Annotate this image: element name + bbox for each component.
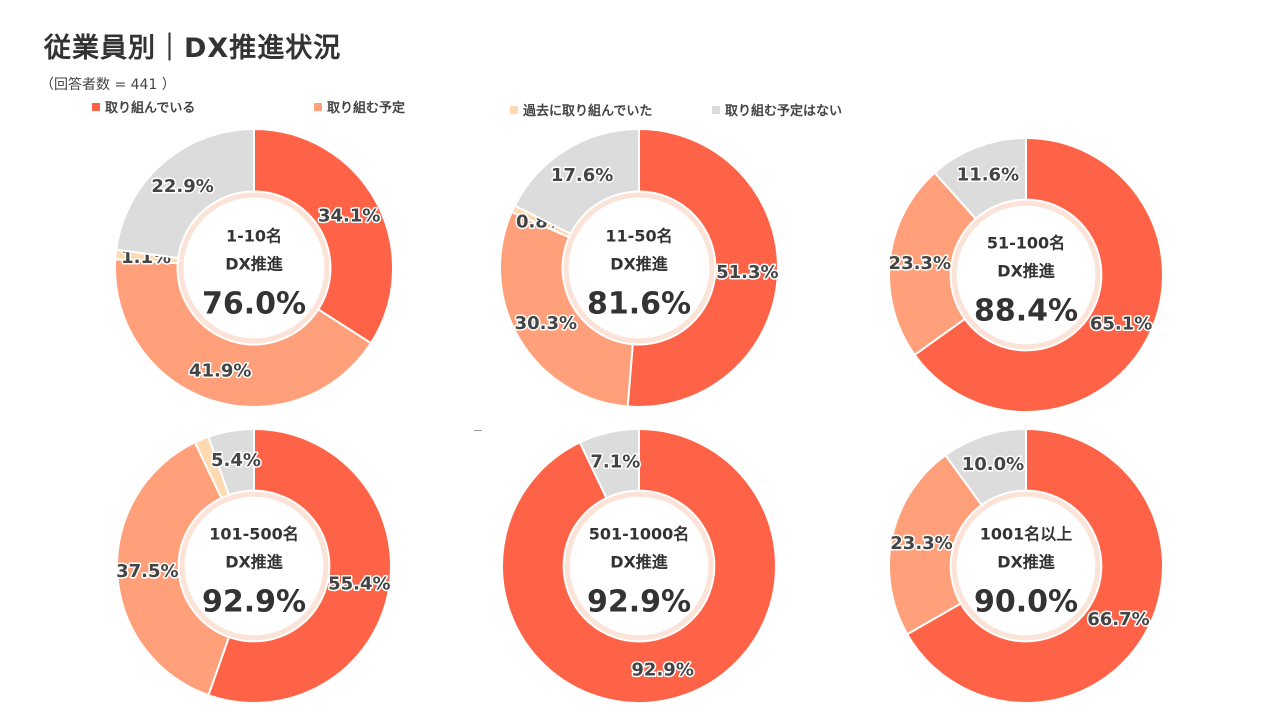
center-dx-value: 92.9% [587, 585, 691, 620]
slice-label-none: 5.4% [211, 450, 261, 471]
legend-swatch-active [92, 102, 100, 111]
legend-label-planned: 取り組む予定 [327, 101, 406, 116]
center-dx-value: 90.0% [974, 585, 1078, 620]
center-segment-label: 101-500名 [209, 525, 298, 544]
center-segment-label: 1001名以上 [980, 525, 1073, 544]
center-sub-label: DX推進 [610, 553, 668, 572]
donut-center [183, 197, 325, 339]
donut-chart-5: 92.9% 7.1% 501-1000名 DX推進 92.9% [501, 427, 777, 704]
slice-label-planned: 37.5% [116, 561, 178, 582]
page-title: 従業員別｜DX推進状況 [44, 33, 342, 64]
slice-label-active: 51.3% [716, 262, 778, 283]
slice-planned [888, 453, 984, 636]
slice-label-none: 22.9% [151, 176, 213, 197]
slice-none [933, 136, 1027, 221]
slice-active [626, 127, 779, 408]
center-dx-value: 76.0% [202, 287, 306, 322]
slice-label-planned: 41.9% [189, 361, 251, 382]
slice-active [501, 427, 777, 704]
slice-none [944, 427, 1027, 507]
slice-active [905, 427, 1164, 704]
slice-planned [114, 258, 373, 408]
legend-swatch-none [712, 105, 720, 114]
center-sub-label: DX推進 [225, 255, 283, 274]
legend-label-active: 取り組んでいる [105, 101, 196, 116]
slice-none [513, 127, 640, 236]
donut-chart-3: 65.1% 23.3% 11.6% 51-100名 DX推進 88.4% [887, 136, 1164, 413]
center-segment-label: 1-10名 [226, 227, 282, 246]
center-segment-label: 501-1000名 [589, 525, 690, 544]
donut-center [184, 496, 324, 636]
center-segment-label: 11-50名 [605, 227, 672, 246]
slice-label-planned: 23.3% [890, 533, 952, 554]
legend-item-none: 取り組む予定はない [712, 100, 842, 119]
donut-center [569, 496, 709, 636]
slice-label-planned: 30.3% [515, 313, 577, 334]
center-dx-value: 88.4% [974, 294, 1078, 329]
center-sub-label: DX推進 [997, 553, 1055, 572]
legend-item-planned: 取り組む予定 [314, 97, 405, 116]
slice-active [207, 427, 392, 704]
slice-planned [116, 441, 231, 697]
slice-none [115, 127, 255, 260]
respondent-count: （回答者数 = 441 ） [40, 77, 176, 93]
donut-center [956, 205, 1096, 345]
slice-none [578, 427, 640, 500]
stray-mark [474, 430, 482, 431]
slice-label-none: 10.0% [962, 454, 1024, 475]
donut-chart-6: 66.7% 23.3% 10.0% 1001名以上 DX推進 90.0% [888, 427, 1164, 704]
center-dx-value: 92.9% [202, 585, 306, 620]
slice-label-none: 11.6% [957, 165, 1019, 186]
center-sub-label: DX推進 [225, 553, 283, 572]
slice-label-active: 65.1% [1090, 313, 1152, 334]
center-sub-label: DX推進 [610, 255, 668, 274]
slice-none [207, 427, 255, 497]
slice-planned [888, 171, 978, 357]
slice-label-planned: 23.3% [889, 253, 951, 274]
legend-swatch-past [510, 105, 518, 114]
donut-center [568, 197, 710, 339]
legend-item-active: 取り組んでいる [92, 97, 195, 116]
legend-item-past: 過去に取り組んでいた [510, 100, 652, 119]
slice-label-none: 17.6% [551, 165, 613, 186]
center-dx-value: 81.6% [587, 287, 691, 322]
slice-label-active: 66.7% [1087, 609, 1149, 630]
slice-label-active: 92.9% [631, 660, 693, 681]
slice-label-none: 7.1% [590, 451, 640, 472]
slice-active [913, 136, 1164, 413]
slice-label-active: 34.1% [318, 206, 380, 227]
donut-center [956, 496, 1096, 636]
donut-chart-4: 55.4% 37.5% 5.4% 101-500名 DX推進 92.9% [115, 427, 392, 704]
legend-label-none: 取り組む予定はない [725, 104, 843, 119]
slice-label-active: 55.4% [328, 574, 390, 595]
legend-label-past: 過去に取り組んでいた [523, 104, 653, 119]
slice-planned [499, 210, 634, 408]
center-sub-label: DX推進 [997, 262, 1055, 281]
center-segment-label: 51-100名 [987, 234, 1065, 253]
legend-swatch-planned [314, 102, 322, 111]
slice-active [253, 127, 394, 345]
